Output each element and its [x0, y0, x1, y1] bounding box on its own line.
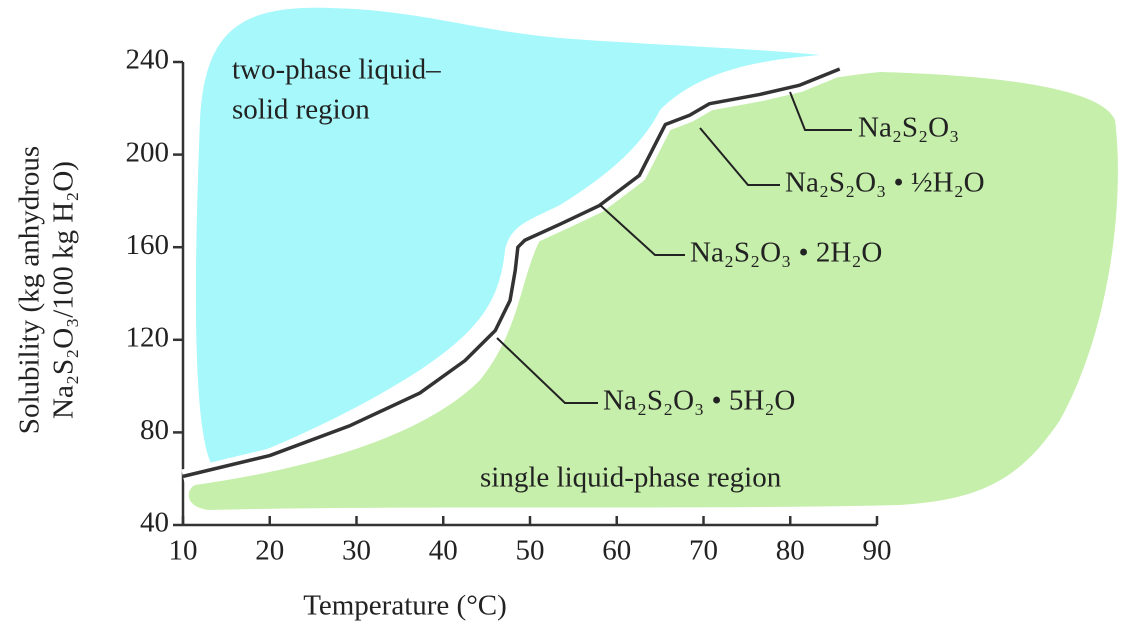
annotation-label: Na₂S₂O₃ • 5H₂O: [603, 385, 795, 417]
x-tick-label: 40: [429, 535, 458, 567]
region-label: solid region: [232, 94, 370, 126]
y-tick-label: 80: [140, 414, 169, 446]
x-axis-label: Temperature (°C): [303, 590, 507, 622]
x-tick-label: 80: [776, 535, 805, 567]
annotation-leader: [789, 91, 852, 131]
two-phase-region-area: [195, 7, 821, 470]
y-axis-label: Solubility (kg anhydrous Na₂S₂O₃/100 kg …: [14, 146, 80, 434]
solubility-curve: [182, 67, 841, 479]
y-tick-label: 160: [126, 229, 170, 261]
single-phase-region-area: [188, 72, 1118, 510]
y-tick-label: 120: [126, 321, 170, 353]
region-label: single liquid-phase region: [480, 462, 782, 494]
y-tick-label: 200: [126, 136, 170, 168]
annotation-leader: [699, 127, 780, 186]
y-axis-label-line: Solubility (kg anhydrous: [14, 146, 46, 434]
x-tick-label: 10: [169, 535, 198, 567]
x-tick-label: 60: [602, 535, 631, 567]
x-tick-label: 70: [689, 535, 718, 567]
y-tick-label: 240: [126, 44, 170, 76]
x-tick-label: 30: [342, 535, 371, 567]
y-tick-label: 40: [140, 507, 169, 539]
annotation-label: Na₂S₂O₃ • 2H₂O: [690, 237, 882, 269]
y-axis-label-line: Na₂S₂O₃/100 kg H₂O): [48, 161, 80, 419]
annotation-label: Na₂S₂O₃: [858, 112, 959, 144]
x-tick-label: 90: [863, 535, 892, 567]
x-tick-label: 50: [516, 535, 545, 567]
x-tick-label: 20: [255, 535, 284, 567]
annotation-leader: [599, 204, 685, 256]
annotation-leader: [496, 337, 598, 404]
region-label: two-phase liquid–: [232, 54, 441, 86]
annotation-label: Na₂S₂O₃ • ½H₂O: [785, 167, 985, 199]
